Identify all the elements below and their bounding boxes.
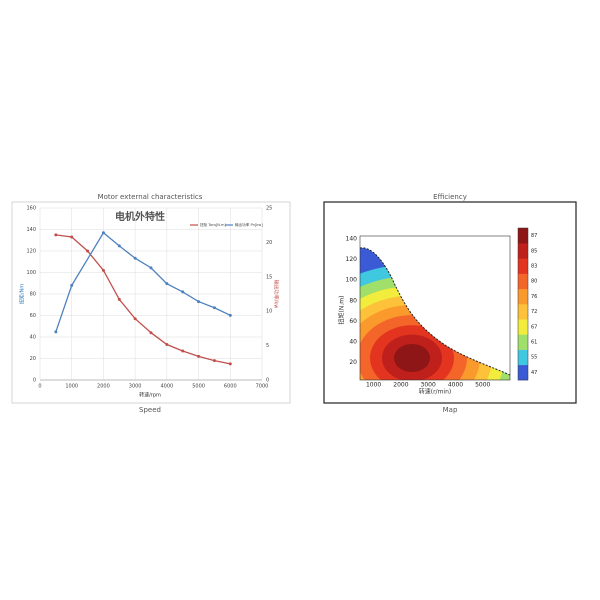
colorbar-cell <box>518 258 528 274</box>
y2-tick-label: 5 <box>266 343 269 349</box>
left-frame <box>11 201 291 404</box>
y-tick-label: 80 <box>30 292 36 298</box>
colorbar-cell <box>518 304 528 320</box>
colorbar-cell <box>518 243 528 259</box>
x-tick-label: 4000 <box>160 384 173 390</box>
colorbar-label: 80 <box>531 279 537 285</box>
point <box>101 268 105 272</box>
x-axis-label: 转速/rpm <box>139 392 161 399</box>
x-tick-label: 0 <box>38 384 41 390</box>
y-tick-label: 20 <box>30 356 36 362</box>
point <box>54 330 58 334</box>
y-tick-label: 40 <box>349 338 357 345</box>
point <box>70 235 74 239</box>
legend-label: 扭矩 Torq[N.m] <box>200 222 227 227</box>
colorbar-label: 61 <box>531 340 537 346</box>
x-tick-label: 3000 <box>129 384 142 390</box>
inner-title: 电机外特性 <box>115 210 165 223</box>
y-tick-label: 140 <box>26 227 36 233</box>
colorbar-label: 72 <box>531 309 537 315</box>
point <box>70 283 74 287</box>
point <box>117 297 121 301</box>
x-tick-label: 7000 <box>256 384 269 390</box>
colorbar-border <box>517 227 529 381</box>
y-tick-label: 80 <box>349 297 357 304</box>
envelope <box>359 247 511 376</box>
contour-region <box>394 343 430 373</box>
colorbar-cell <box>518 319 528 335</box>
plot-border <box>359 235 511 381</box>
point <box>228 362 232 366</box>
point <box>149 266 153 270</box>
x-tick-label: 4000 <box>448 382 463 389</box>
y-tick-label: 120 <box>26 249 36 255</box>
point <box>197 354 201 358</box>
y-tick-label: 60 <box>349 318 357 325</box>
colorbar-label: 67 <box>531 324 537 330</box>
y-tick-label: 40 <box>30 335 36 341</box>
colorbar-label: 83 <box>531 264 537 270</box>
colorbar-cell <box>518 334 528 350</box>
colorbar-cell <box>518 364 528 381</box>
y-tick-label: 60 <box>30 313 36 319</box>
caption: Speed <box>139 406 161 414</box>
point <box>86 249 90 253</box>
legend-label: 输出功率 Pn[kw] <box>235 222 263 227</box>
point <box>165 282 169 286</box>
series-line <box>55 234 231 365</box>
x-tick-label: 2000 <box>97 384 110 390</box>
y2-tick-label: 15 <box>266 274 272 280</box>
colorbar-label: 76 <box>531 294 537 300</box>
x-tick-label: 6000 <box>224 384 237 390</box>
point <box>212 306 216 310</box>
colorbar-cell <box>518 288 528 305</box>
point <box>165 343 169 347</box>
y-tick-label: 120 <box>346 256 358 263</box>
colorbar-label: 87 <box>531 233 537 239</box>
point <box>149 331 153 335</box>
point <box>197 300 201 304</box>
x-tick-label: 1000 <box>65 384 78 390</box>
point <box>133 256 137 260</box>
colorbar-label: 55 <box>531 355 537 361</box>
colorbar-label: 85 <box>531 248 537 254</box>
x-tick-label: 2000 <box>393 382 408 389</box>
x-tick-label: 5000 <box>192 384 205 390</box>
x-tick-label: 5000 <box>475 382 490 389</box>
caption: Map <box>443 406 458 414</box>
y2-tick-label: 25 <box>266 206 272 212</box>
y-tick-label: 160 <box>26 206 36 212</box>
y-axis-label: 扭矩/Nm <box>19 284 26 304</box>
x-tick-label: 3000 <box>421 382 436 389</box>
y2-axis-label: 输出功率/kw <box>273 280 280 309</box>
point <box>181 290 185 294</box>
point <box>101 231 105 235</box>
y2-tick-label: 10 <box>266 309 272 315</box>
point <box>212 359 216 363</box>
chart-title: Motor external characteristics <box>98 193 203 201</box>
y-tick-label: 100 <box>346 277 358 284</box>
y-axis-label: 扭矩(N.m) <box>338 296 346 325</box>
colorbar-cell <box>518 349 528 366</box>
point <box>181 349 185 353</box>
colorbar-cell <box>518 273 528 290</box>
colorbar-cell <box>518 228 528 244</box>
y-tick-label: 140 <box>346 236 358 243</box>
point <box>133 317 137 321</box>
point <box>228 313 232 317</box>
point <box>117 244 121 248</box>
colorbar-label: 47 <box>531 370 537 376</box>
y-tick-label: 0 <box>33 378 36 384</box>
chart-title: Efficiency <box>433 193 467 201</box>
y2-tick-label: 20 <box>266 240 272 246</box>
y-tick-label: 20 <box>349 359 357 366</box>
y-tick-label: 100 <box>26 270 36 276</box>
y2-tick-label: 0 <box>266 378 269 384</box>
x-tick-label: 1000 <box>366 382 381 389</box>
x-axis-label: 转速(r/min) <box>419 388 452 396</box>
point <box>54 233 58 237</box>
